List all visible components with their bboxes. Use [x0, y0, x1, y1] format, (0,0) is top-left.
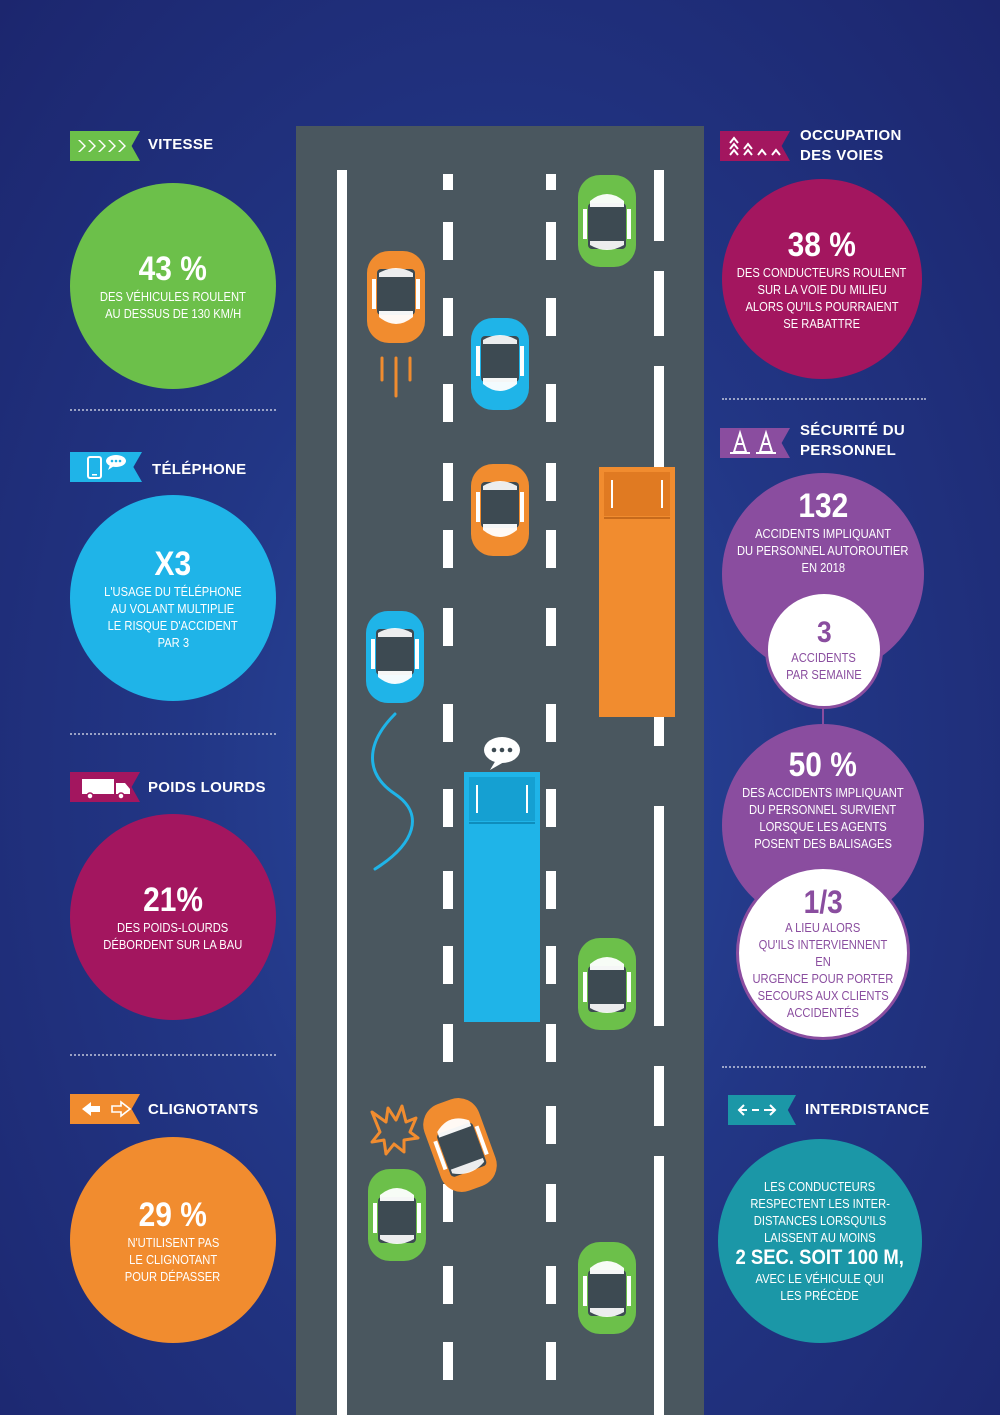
vitesse-circle: 43 % DES VÉHICULES ROULENT AU DESSUS DE …	[70, 183, 276, 389]
telephone-text-1: L'USAGE DU TÉLÉPHONE	[104, 584, 242, 599]
fast-forward-arrows-icon	[78, 140, 126, 152]
securite-text-2: DU PERSONNEL AUTOROUTIER	[737, 543, 909, 558]
securite-sub-text2-4: SECOURS AUX CLIENTS	[757, 988, 889, 1003]
clignotants-text-3: POUR DÉPASSER	[125, 1268, 221, 1284]
vitesse-text-1: DES VÉHICULES ROULENT	[99, 289, 246, 304]
interdistance-text-3: DISTANCES LORSQU'ILS	[753, 1213, 887, 1228]
securite-text2-1: DES ACCIDENTS IMPLIQUANT	[742, 785, 904, 800]
vitesse-title: VITESSE	[148, 136, 214, 153]
telephone-tag	[70, 452, 142, 482]
occupation-value: 38 %	[787, 226, 857, 264]
securite-value: 132	[798, 487, 848, 525]
vitesse-tag	[70, 131, 140, 161]
interdistance-circle: LES CONDUCTEURS RESPECTENT LES INTER- DI…	[718, 1139, 922, 1343]
lane-markings	[443, 174, 556, 1380]
securite-title-1: SÉCURITÉ DU	[800, 422, 905, 439]
interdistance-text-6: LES PRÉCÈDE	[780, 1288, 860, 1303]
divider	[70, 733, 276, 735]
interdistance-text-4: LAISSENT AU MOINS	[764, 1230, 876, 1245]
truck-icon	[82, 779, 130, 800]
securite-text2-2: DU PERSONNEL SURVIENT	[749, 802, 897, 817]
occupation-title: OCCUPATION DES VOIES	[800, 126, 902, 166]
right-edge-dashes	[652, 241, 666, 1156]
securite-sub-value: 3	[816, 616, 832, 649]
occupation-tag	[720, 131, 790, 161]
interdistance-text-2: RESPECTENT LES INTER-	[750, 1196, 890, 1211]
vitesse-text-2: AU DESSUS DE 130 KM/H	[104, 306, 242, 321]
telephone-text-2: AU VOLANT MULTIPLIE	[111, 601, 235, 616]
interdistance-title: INTERDISTANCE	[805, 1101, 930, 1118]
turn-signal-arrows-icon	[82, 1100, 132, 1118]
connector-line	[822, 708, 824, 724]
poids-circle: 21% DES POIDS-LOURDS DÉBORDENT SUR LA BA…	[70, 814, 276, 1020]
securite-tag	[720, 428, 790, 458]
interdistance-tag	[728, 1095, 796, 1125]
securite-text2-4: POSENT DES BALISAGES	[754, 836, 892, 851]
divider	[722, 398, 926, 400]
securite-sub-text-1: ACCIDENTS	[791, 650, 857, 665]
telephone-value: X3	[154, 545, 192, 583]
lane-arrows-icon	[729, 136, 781, 156]
highway	[296, 126, 704, 1415]
securite-title-2: PERSONNEL	[800, 442, 897, 459]
interdistance-text-5: AVEC LE VÉHICULE QUI	[755, 1271, 885, 1286]
occupation-title-2: DES VOIES	[800, 147, 884, 164]
traffic-cones-icon	[730, 429, 776, 454]
securite-sub-text2-3: URGENCE POUR PORTER	[752, 971, 894, 986]
divider	[722, 1066, 926, 1068]
interdistance-highlight: 2 SEC. SOIT 100 M,	[735, 1246, 905, 1269]
poids-value: 21%	[143, 881, 203, 919]
securite-title: SÉCURITÉ DU PERSONNEL	[800, 421, 905, 461]
distance-arrows-icon	[737, 1104, 777, 1116]
securite-sub-circle-2: 1/3 A LIEU ALORS QU'ILS INTERVIENNENT EN…	[736, 866, 910, 1040]
clignotants-text-1: N'UTILISENT PAS	[127, 1234, 219, 1250]
vitesse-value: 43 %	[138, 250, 208, 288]
occupation-text-4: SE RABATTRE	[783, 316, 861, 331]
phone-chat-icon	[87, 455, 126, 479]
clignotants-title: CLIGNOTANTS	[148, 1101, 259, 1118]
securite-sub-circle-1: 3 ACCIDENTS PAR SEMAINE	[765, 591, 883, 709]
divider	[70, 1054, 276, 1056]
poids-title: POIDS LOURDS	[148, 779, 266, 796]
securite-text-1: ACCIDENTS IMPLIQUANT	[754, 526, 892, 541]
securite-value-2: 50 %	[788, 746, 858, 784]
securite-sub-value-2: 1/3	[803, 884, 843, 920]
securite-sub-text2-2: QU'ILS INTERVIENNENT EN	[758, 937, 888, 969]
poids-text-1: DES POIDS-LOURDS	[117, 920, 229, 935]
clignotants-value: 29 %	[138, 1195, 208, 1234]
securite-sub-text2-5: ACCIDENTÉS	[786, 1005, 860, 1020]
occupation-text-2: SUR LA VOIE DU MILIEU	[757, 282, 887, 297]
securite-sub-text-2: PAR SEMAINE	[786, 667, 862, 682]
interdistance-text-1: LES CONDUCTEURS	[764, 1179, 876, 1194]
telephone-text-4: PAR 3	[157, 635, 189, 650]
occupation-text-1: DES CONDUCTEURS ROULENT	[737, 265, 907, 280]
clignotants-text-2: LE CLIGNOTANT	[128, 1251, 218, 1267]
clignotants-circle: 29 % N'UTILISENT PAS LE CLIGNOTANT POUR …	[70, 1137, 276, 1343]
telephone-circle: X3 L'USAGE DU TÉLÉPHONE AU VOLANT MULTIP…	[70, 495, 276, 701]
occupation-text-3: ALORS QU'ILS POURRAIENT	[745, 299, 899, 314]
occupation-title-1: OCCUPATION	[800, 127, 902, 144]
poids-text-2: DÉBORDENT SUR LA BAU	[103, 937, 243, 952]
road-edge-left	[337, 170, 347, 1415]
telephone-text-3: LE RISQUE D'ACCIDENT	[107, 618, 239, 633]
securite-text-3: EN 2018	[801, 560, 845, 575]
telephone-title: TÉLÉPHONE	[152, 461, 247, 478]
securite-text2-3: LORSQUE LES AGENTS	[759, 819, 887, 834]
divider	[70, 409, 276, 411]
clignotants-tag	[70, 1094, 140, 1124]
securite-sub-text2-1: A LIEU ALORS	[785, 920, 861, 935]
poids-tag	[70, 772, 140, 802]
occupation-circle: 38 % DES CONDUCTEURS ROULENT SUR LA VOIE…	[722, 179, 922, 379]
